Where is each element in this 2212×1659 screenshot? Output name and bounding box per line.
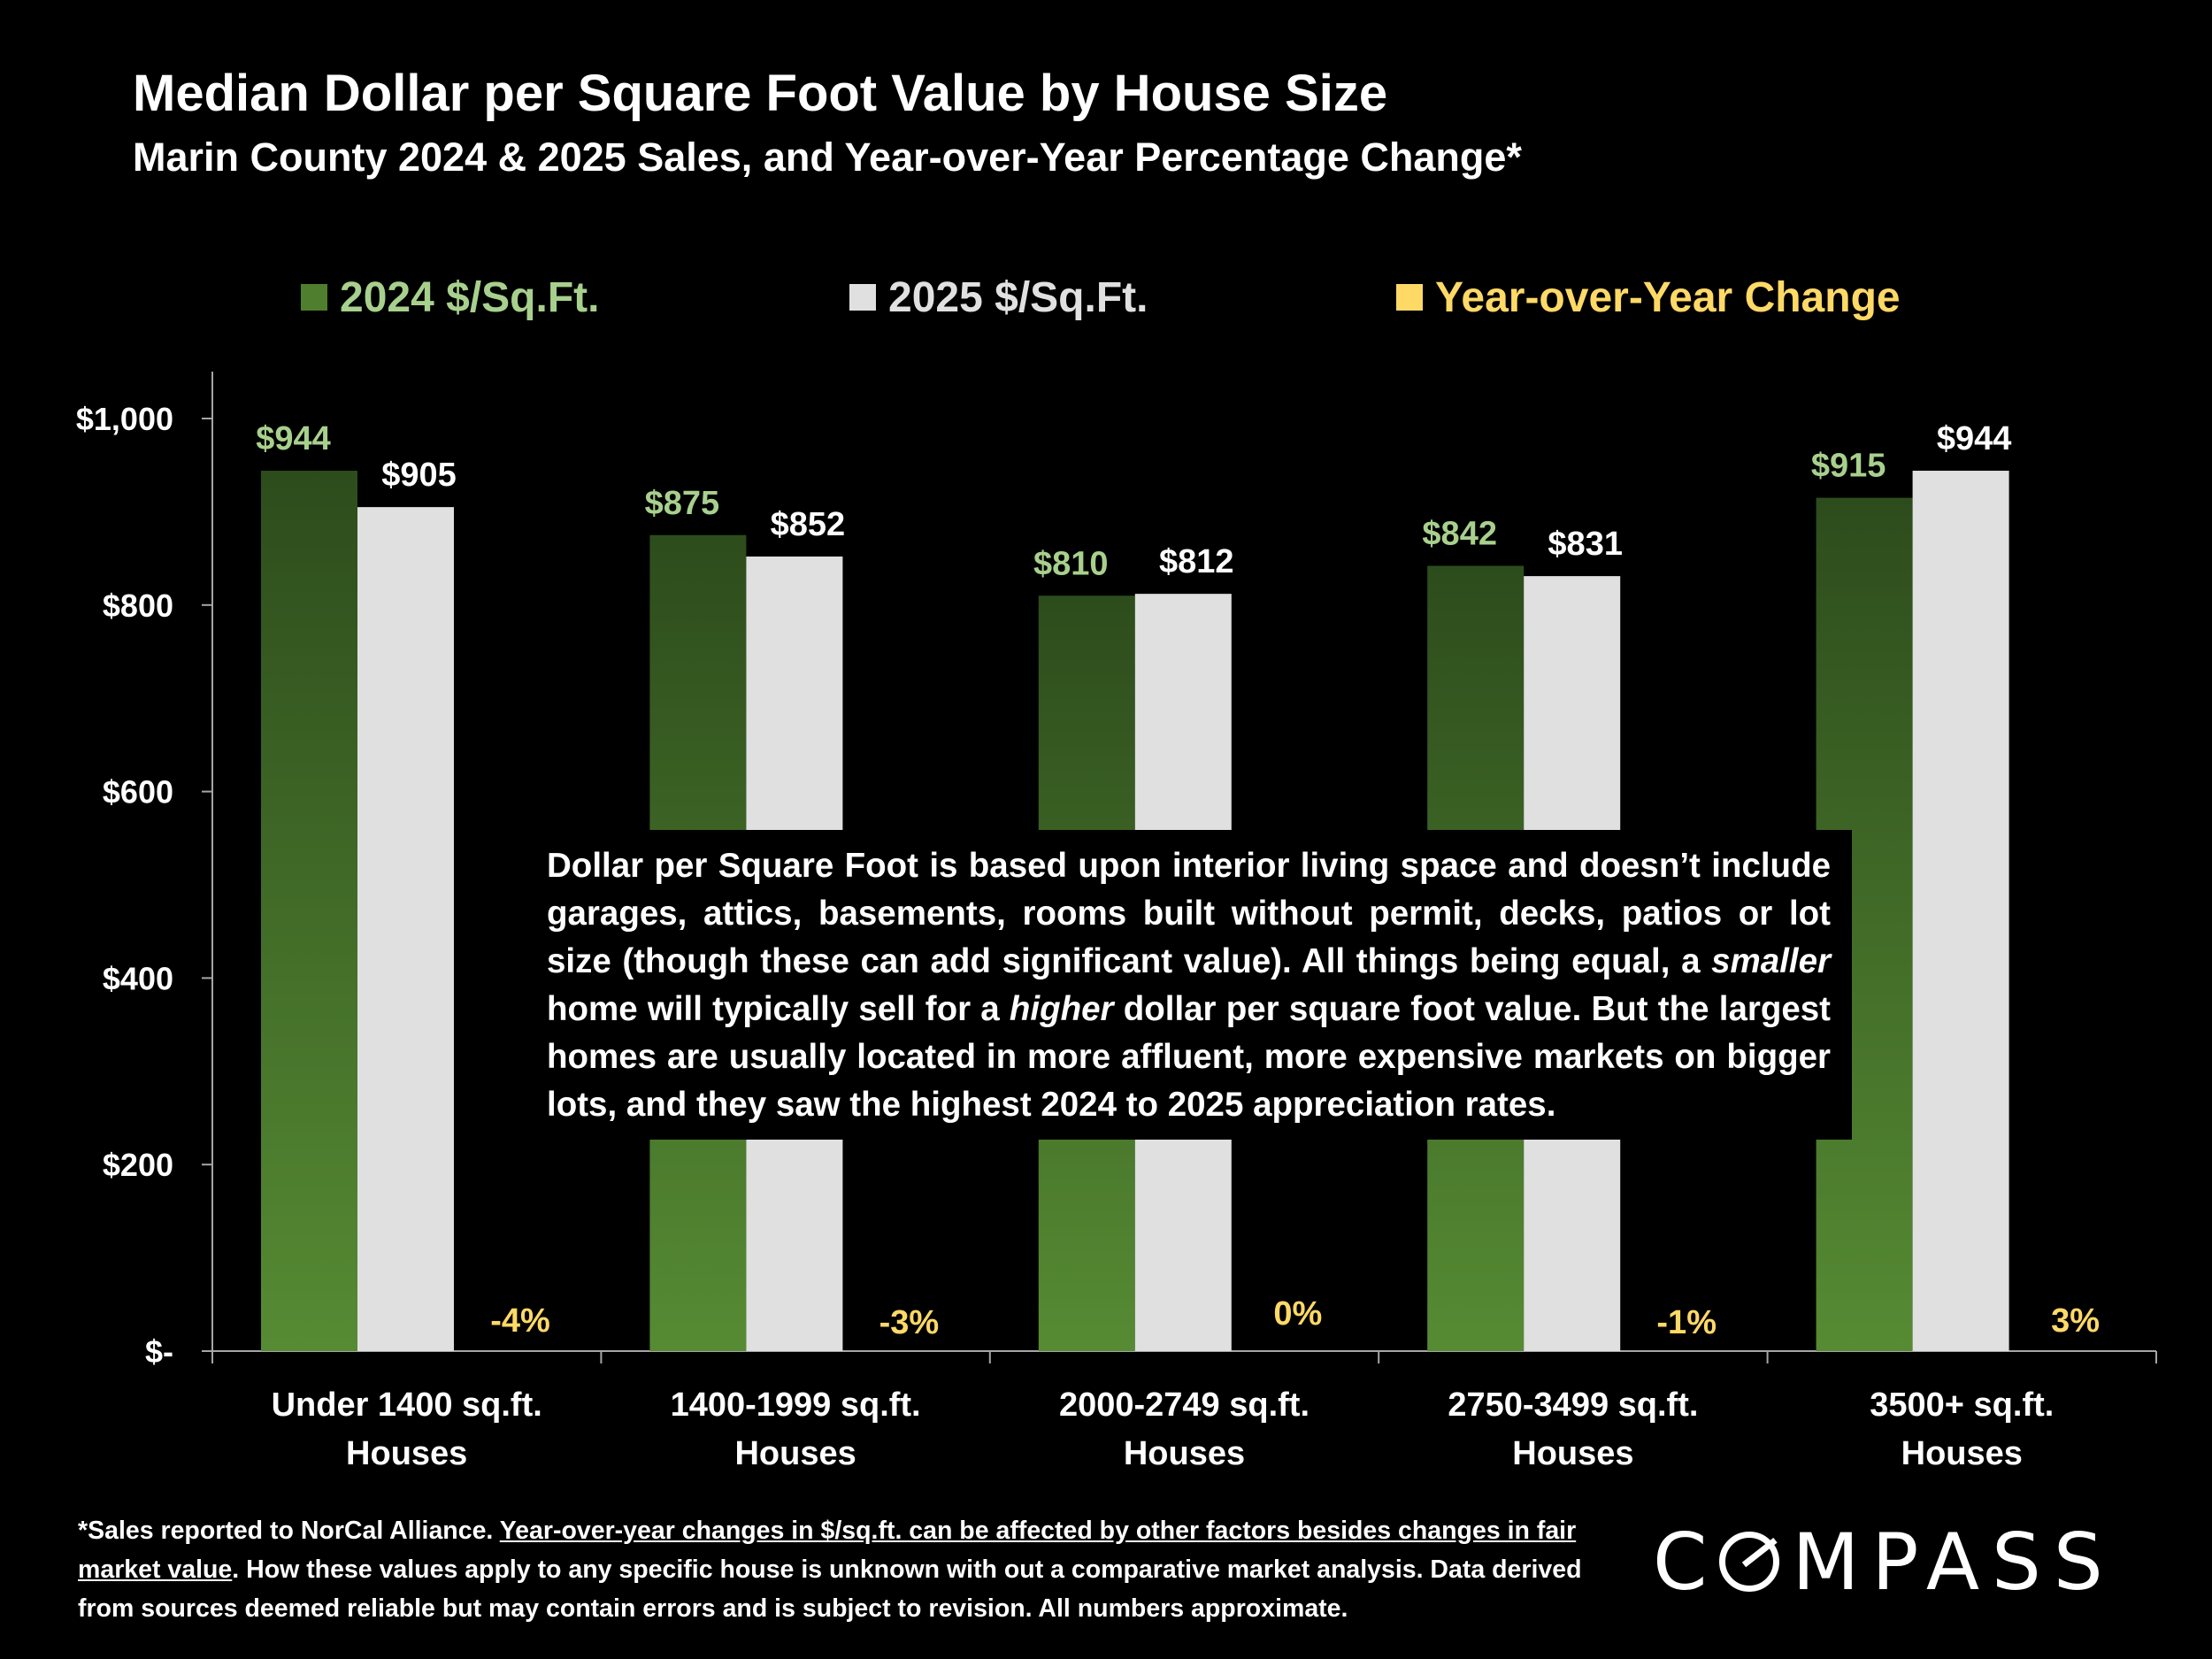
logo-compass-o-icon: [1719, 1532, 1780, 1592]
legend-2025: 2025 $/Sq.Ft.: [849, 271, 1148, 324]
data-label-2024-3: $842: [1422, 516, 1497, 553]
x-category-label-1-line2: Houses: [734, 1435, 856, 1472]
footnote-underlined: Year-over-year changes in $/sq.ft. can b…: [78, 1517, 1577, 1584]
x-category-label-2-line2: Houses: [1124, 1435, 1245, 1472]
data-label-change-0: -4%: [490, 1302, 550, 1340]
footnote-text-2: . How these values apply to any specific…: [78, 1555, 1582, 1623]
bar-2025-4: [1912, 471, 2009, 1351]
data-label-2025-1: $852: [771, 506, 846, 543]
chart-title: Median Dollar per Square Foot Value by H…: [133, 65, 1388, 122]
data-label-change-2: 0%: [1273, 1295, 1322, 1333]
x-category-label-3-line2: Houses: [1512, 1435, 1633, 1472]
logo-letters-rest: MPASS: [1792, 1516, 2116, 1608]
y-tick-label-2: $400: [103, 960, 173, 996]
data-label-change-4: 3%: [2051, 1302, 2100, 1340]
data-label-2025-3: $831: [1548, 526, 1623, 563]
legend-swatch-2024: [301, 284, 327, 311]
footnote-text-1: *Sales reported to NorCal Alliance.: [78, 1517, 500, 1545]
data-label-2025-4: $944: [1937, 420, 2012, 457]
note-text-1: Dollar per Square Foot is based upon int…: [547, 847, 1831, 980]
bar-2024-0: [261, 471, 357, 1351]
x-category-label-3-line1: 2750-3499 sq.ft.: [1448, 1386, 1698, 1424]
note-text-3: dollar per square foot value. But the la…: [547, 990, 1831, 1124]
legend-label-2025: 2025 $/Sq.Ft.: [888, 273, 1148, 321]
data-label-2025-2: $812: [1159, 543, 1234, 580]
y-tick-label-1: $200: [103, 1147, 173, 1183]
footnote: *Sales reported to NorCal Alliance. Year…: [78, 1511, 1644, 1628]
x-category-label-2-line1: 2000-2749 sq.ft.: [1059, 1386, 1310, 1424]
data-label-2025-0: $905: [381, 457, 457, 494]
y-tick-label-3: $600: [103, 774, 173, 810]
data-label-change-3: -1%: [1656, 1304, 1717, 1341]
x-category-label-4-line1: 3500+ sq.ft.: [1870, 1386, 2054, 1424]
note-emphasis-smaller: smaller: [1711, 942, 1831, 980]
x-category-label-0-line1: Under 1400 sq.ft.: [272, 1386, 542, 1424]
legend-2024: 2024 $/Sq.Ft.: [301, 271, 599, 324]
logo-letter-c: C: [1653, 1516, 1720, 1608]
data-label-2024-2: $810: [1033, 545, 1109, 582]
explanatory-note: Dollar per Square Foot is based upon int…: [522, 830, 1852, 1140]
legend-change: Year-over-Year Change: [1396, 271, 1901, 324]
data-label-change-1: -3%: [879, 1304, 940, 1341]
legend-swatch-2025: [849, 284, 876, 311]
legend-swatch-change: [1396, 284, 1423, 311]
legend-label-change: Year-over-Year Change: [1435, 273, 1901, 321]
x-category-label-4-line2: Houses: [1901, 1435, 2023, 1472]
chart-subtitle: Marin County 2024 & 2025 Sales, and Year…: [133, 134, 1522, 180]
legend-label-2024: 2024 $/Sq.Ft.: [340, 273, 600, 321]
compass-logo: C MPASS: [1653, 1517, 2116, 1608]
data-label-2024-4: $915: [1811, 448, 1886, 485]
data-label-2024-0: $944: [256, 420, 331, 457]
note-emphasis-higher: higher: [1009, 990, 1114, 1028]
y-tick-label-0: $-: [145, 1333, 173, 1370]
data-label-2024-1: $875: [645, 485, 720, 522]
x-category-label-1-line1: 1400-1999 sq.ft.: [671, 1386, 921, 1424]
bar-2025-0: [357, 507, 454, 1351]
y-tick-label-5: $1,000: [76, 401, 173, 437]
note-text-2: home will typically sell for a: [547, 990, 1010, 1028]
x-category-label-0-line2: Houses: [346, 1435, 467, 1472]
y-tick-label-4: $800: [103, 588, 173, 624]
